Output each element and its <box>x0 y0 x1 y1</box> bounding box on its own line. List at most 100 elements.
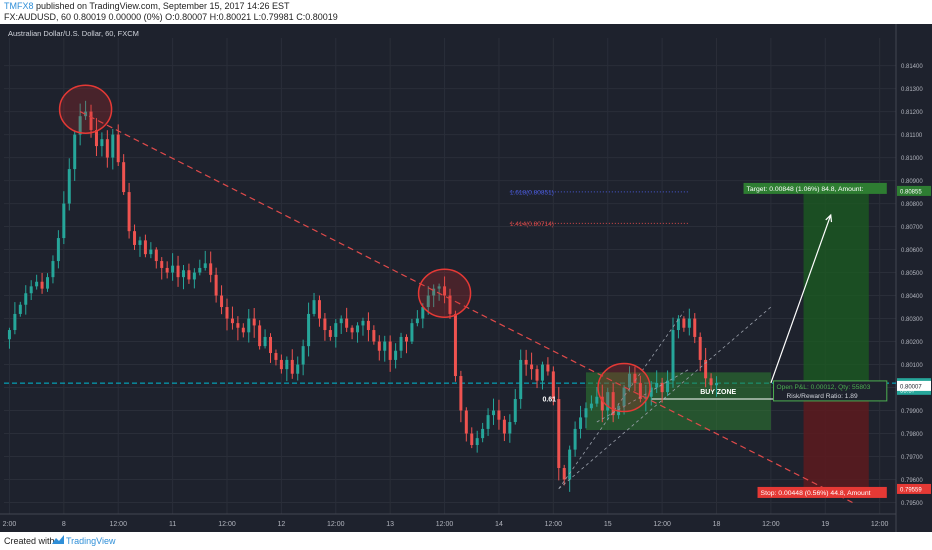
candle-body <box>421 307 425 319</box>
candle-body <box>540 364 544 381</box>
candle-body <box>67 169 71 204</box>
candle-body <box>611 392 615 416</box>
candle-body <box>372 330 376 342</box>
candle-body <box>35 281 39 287</box>
price-chart[interactable]: 0.79500 0.79600 0.79700 0.79800 0.79900 0.800… <box>0 24 932 532</box>
candle-body <box>356 325 360 333</box>
candle-body <box>345 318 349 328</box>
candle-body <box>111 134 115 158</box>
candle-body <box>627 373 631 388</box>
candle-body <box>704 359 708 379</box>
price-tag-box <box>897 380 931 391</box>
candle-body <box>149 249 153 255</box>
target-label-box <box>743 182 887 194</box>
y-tick-label: 0.80200 <box>901 340 923 346</box>
target-zone <box>803 190 869 386</box>
fib-level-label: 1.618(0.80851) <box>510 189 554 196</box>
price-tag-box <box>897 185 931 196</box>
candle-body <box>573 428 577 450</box>
candle-body <box>62 203 66 239</box>
candle-body <box>508 422 512 434</box>
pnl-label: Open P&L: 0.00012, Qty: 55803 <box>777 384 871 391</box>
candle-body <box>230 318 234 324</box>
y-tick-label: 0.79600 <box>901 478 923 484</box>
candle-body <box>187 270 191 280</box>
candle-body <box>415 318 419 324</box>
candle-body <box>334 323 338 337</box>
candle-body <box>655 382 659 388</box>
y-tick-label: 0.80900 <box>901 179 923 185</box>
candle-body <box>214 274 218 296</box>
candle-body <box>666 380 670 393</box>
candle-body <box>589 403 593 409</box>
candle-body <box>203 263 207 268</box>
x-tick-label: 12:00 <box>327 521 345 528</box>
y-tick-label: 0.80800 <box>901 202 923 208</box>
candle-body <box>404 336 408 342</box>
candle-body <box>660 382 664 393</box>
y-tick-label: 0.81100 <box>901 133 923 139</box>
candle-body <box>682 318 686 328</box>
fib-level-label: 1.414(0.80714) <box>510 221 554 228</box>
candle-body <box>693 318 697 337</box>
candle-body <box>143 240 147 255</box>
candle-body <box>241 327 245 333</box>
candle-body <box>105 139 109 158</box>
candle-body <box>138 240 142 245</box>
candle-body <box>160 261 164 268</box>
x-tick-label: 12:00 <box>545 521 563 528</box>
candle-body <box>247 318 251 333</box>
tradingview-brand[interactable]: TradingView <box>66 536 116 546</box>
stop-label: Stop: 0.00448 (0.56%) 44.8, Amount <box>761 490 871 497</box>
channel-line <box>558 306 772 490</box>
candle-body <box>535 369 539 381</box>
stop-label-box <box>757 486 887 498</box>
y-tick-label: 0.79800 <box>901 432 923 438</box>
candle-body <box>323 318 327 331</box>
candle-body <box>584 408 588 418</box>
channel-line <box>558 311 685 489</box>
stop-zone <box>803 385 869 489</box>
candle-body <box>192 272 196 280</box>
candle-body <box>676 318 680 331</box>
candle-body <box>274 353 278 360</box>
candle-body <box>595 396 599 404</box>
author-link[interactable]: TMFX8 <box>4 1 34 11</box>
candle-body <box>133 231 137 245</box>
y-tick-label: 0.81400 <box>901 64 923 70</box>
publish-text: published on TradingView.com, September … <box>33 1 290 11</box>
tradingview-logo-icon <box>52 535 64 544</box>
y-tick-label: 0.80700 <box>901 225 923 231</box>
candle-body <box>551 371 555 400</box>
chart-area[interactable]: 0.79500 0.79600 0.79700 0.79800 0.79900 0.800… <box>0 24 932 532</box>
candle-body <box>317 300 321 319</box>
y-tick-label: 0.81300 <box>901 87 923 93</box>
candle-body <box>709 378 713 386</box>
candle-body <box>399 336 403 351</box>
candle-body <box>557 399 561 469</box>
x-tick-label: 12:00 <box>653 521 671 528</box>
candle-body <box>579 417 583 429</box>
buy-zone-label: BUY ZONE <box>700 389 736 396</box>
candle-body <box>350 327 354 333</box>
candle-body <box>530 364 534 370</box>
candle-body <box>687 318 691 328</box>
candle-body <box>252 318 256 326</box>
candle-body <box>464 410 468 434</box>
chart-background <box>0 24 932 532</box>
candle-body <box>73 134 77 170</box>
candle-body <box>296 364 300 374</box>
candle-body <box>459 376 463 411</box>
candle-body <box>638 382 642 400</box>
candle-body <box>312 300 316 314</box>
rr-label: Risk/Reward Ratio: 1.89 <box>787 393 858 400</box>
y-tick-label: 0.80500 <box>901 271 923 277</box>
candle-body <box>78 116 82 135</box>
candle-body <box>715 382 719 386</box>
candle-body <box>366 320 370 331</box>
header: TMFX8 published on TradingView.com, Sept… <box>0 0 932 24</box>
target-label: Target: 0.00848 (1.06%) 84.8, Amount: <box>747 186 864 193</box>
candle-body <box>649 387 653 397</box>
candle-body <box>220 295 224 308</box>
candle-body <box>426 295 430 308</box>
